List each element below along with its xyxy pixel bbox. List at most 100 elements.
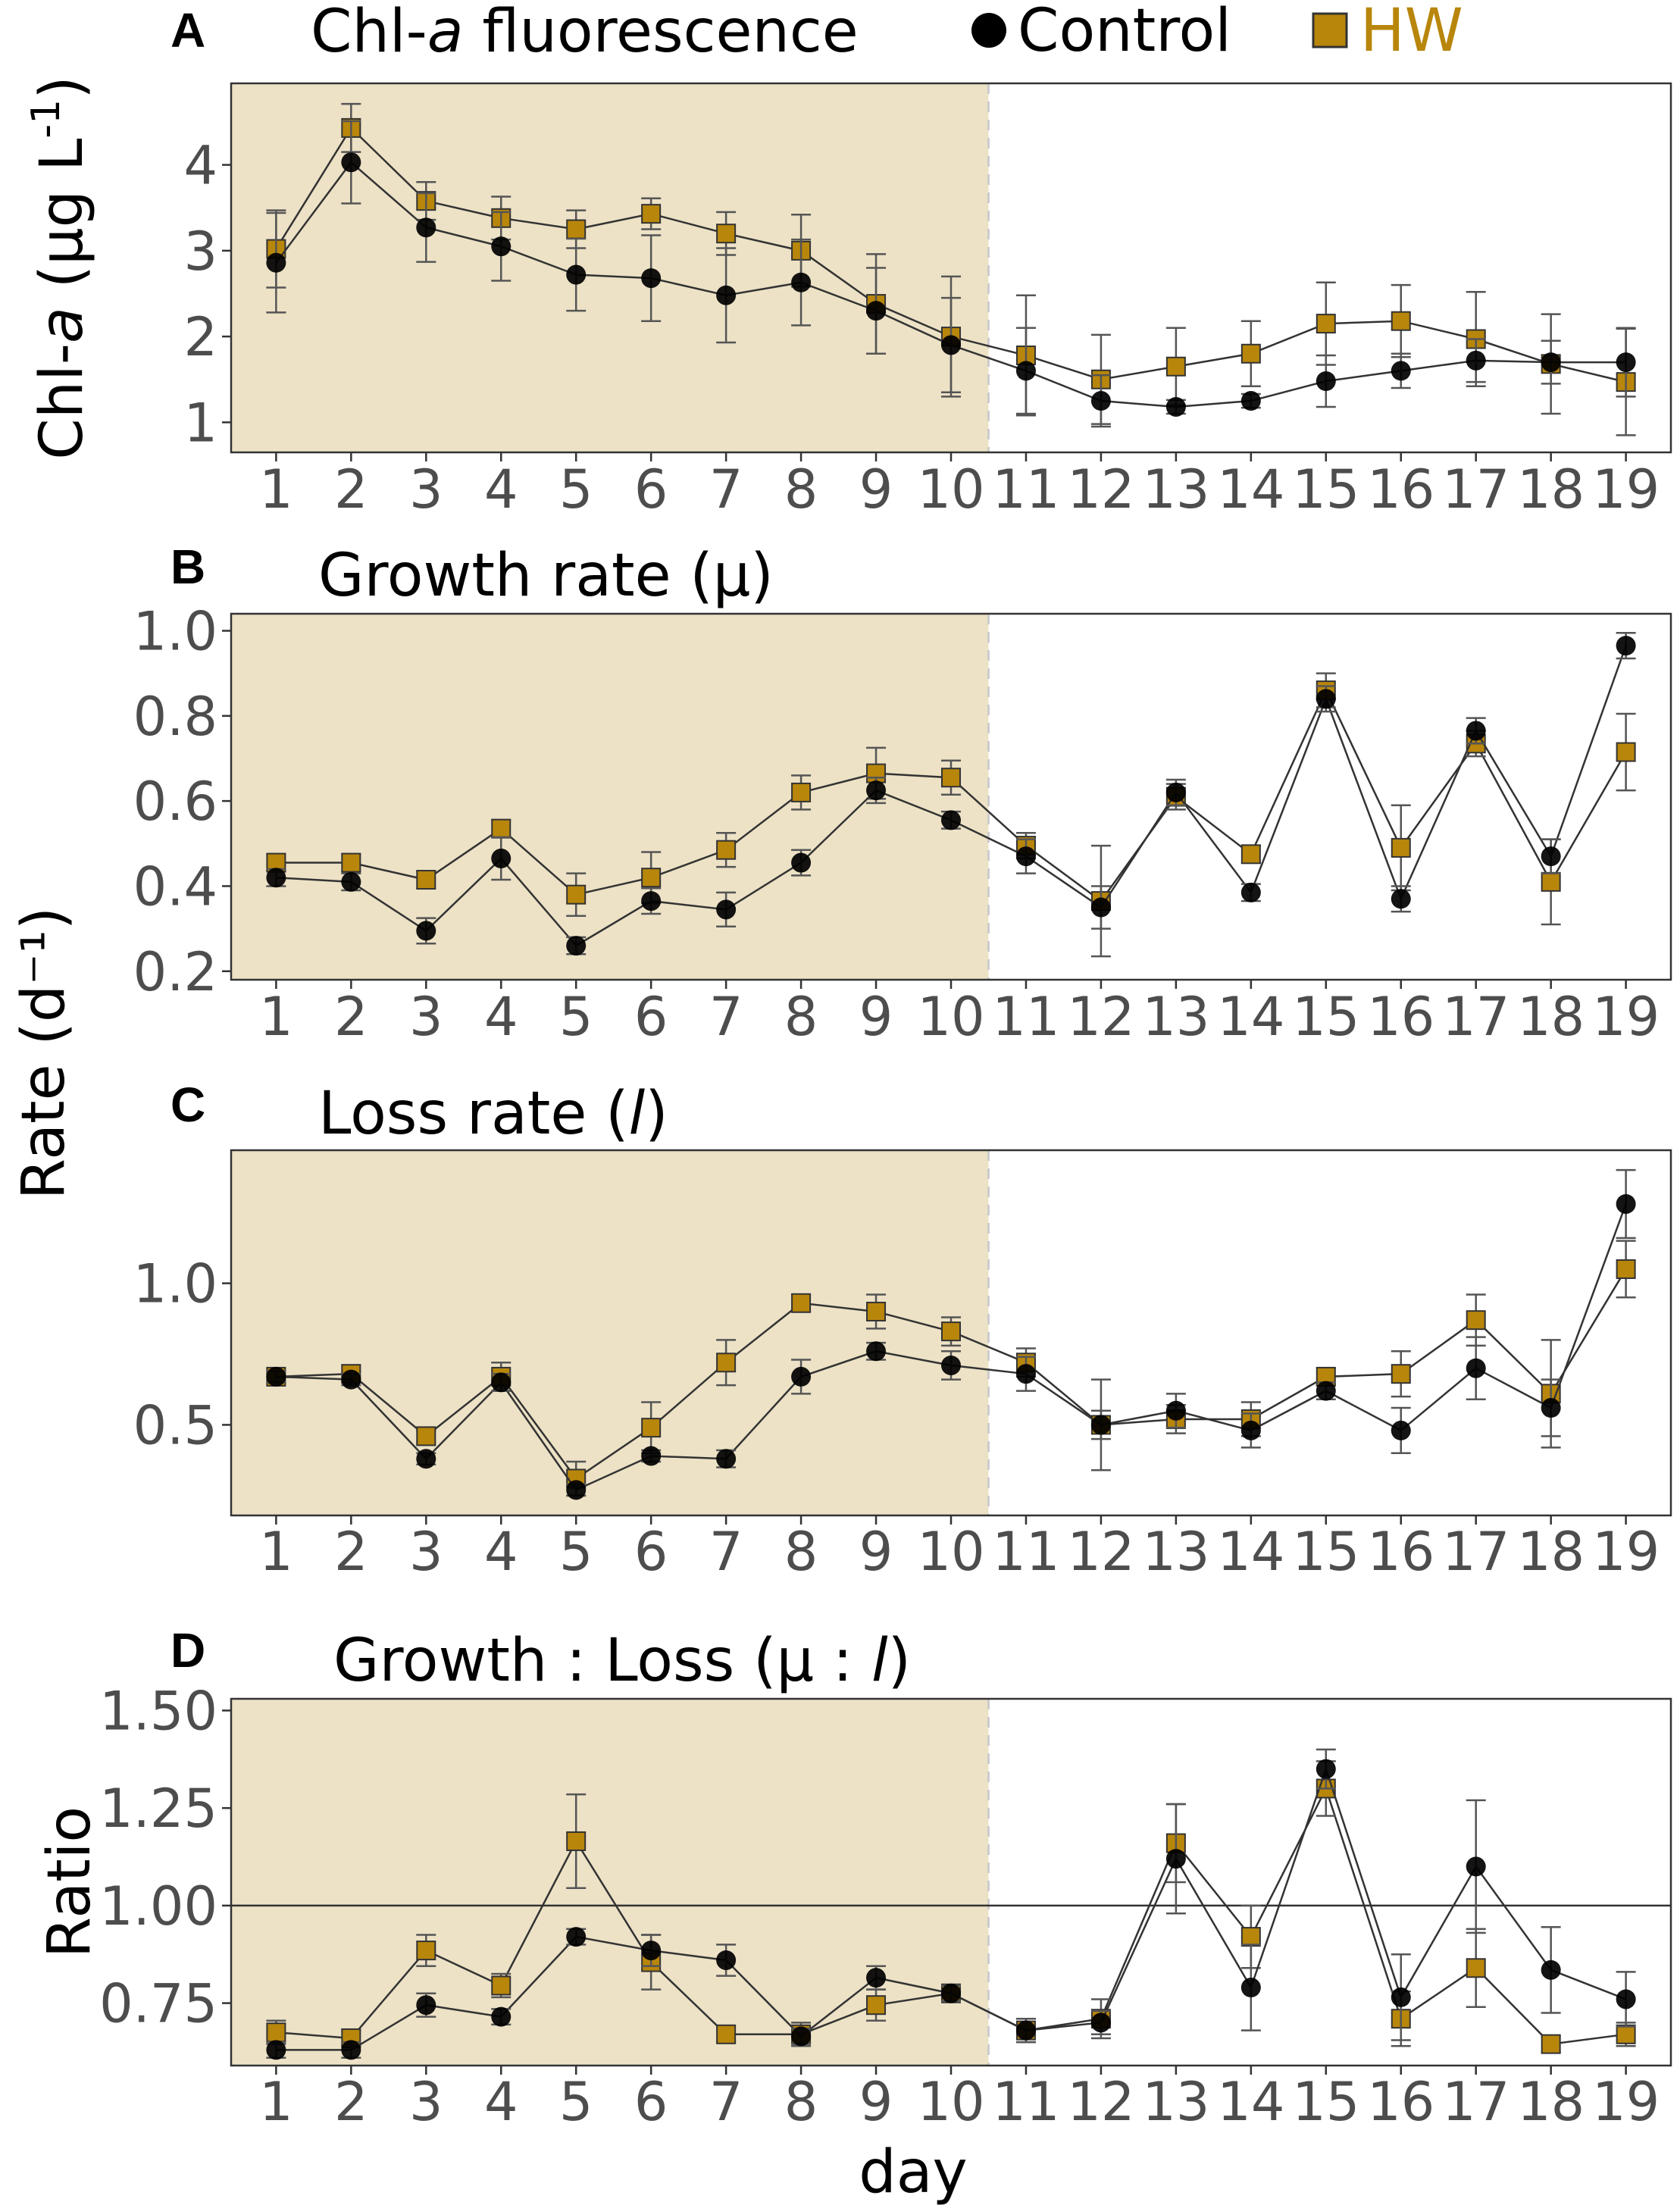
series-control [266,632,1636,956]
y-tick-label: 0.4 [133,855,217,918]
x-tick-label: 10 [917,1521,984,1583]
point-control [266,252,286,273]
point-control [1466,1358,1486,1378]
point-hw [716,840,737,860]
point-hw [416,1941,436,1961]
x-tick-label: 4 [484,986,518,1048]
legend-control-label: Control [1018,0,1231,65]
x-tick-label: 15 [1292,1521,1359,1583]
point-hw [1391,837,1411,858]
x-tick-label: 15 [1292,458,1359,521]
point-control [1165,396,1186,417]
point-control [566,1927,587,1947]
x-tick-label: 18 [1517,2071,1585,2133]
point-hw [716,224,737,244]
point-hw [1466,1958,1486,1978]
point-hw [1240,844,1261,865]
point-control [641,1941,662,1961]
series-control [266,1748,1636,2060]
x-tick-label: 9 [859,1521,893,1583]
x-tick-label: 9 [859,986,893,1048]
point-hw [716,2024,737,2044]
y-tick-label: 1.50 [99,1680,217,1742]
x-tick-label: 10 [917,2071,984,2133]
point-hw [1616,1259,1636,1279]
x-tick-label: 9 [859,458,893,521]
x-tick-label: 2 [334,2071,368,2133]
x-tick-label: 1 [259,2071,293,2133]
panel-title: Growth : Loss (µ : l) [333,1627,911,1695]
point-control [1541,352,1561,373]
x-tick-label: 18 [1517,1521,1585,1583]
x-tick-label: 1 [259,986,293,1048]
point-hw [1541,871,1561,892]
x-tick-label: 8 [784,1521,818,1583]
x-tick-label: 16 [1367,1521,1434,1583]
panel-d: 0.751.001.251.501 2 3 4 5 6 7 8 9 10 11 12 13 14 15 16 1… [36,1623,1672,2133]
point-control [791,272,812,292]
x-tick-label: 16 [1367,2071,1434,2133]
y-tick-label: 0.75 [99,1973,217,2035]
y-tick-label: 0.8 [133,686,217,748]
panel-letter: B [171,539,205,594]
point-hw [1316,314,1336,334]
x-tick-label: 6 [634,458,668,521]
point-control [1391,1987,1411,2007]
x-tick-label: 1 [259,1521,293,1583]
x-tick-label: 13 [1142,2071,1209,2133]
point-control [1391,361,1411,381]
x-tick-label: 8 [784,986,818,1048]
point-control [1015,2020,1036,2041]
point-control [866,1968,887,1988]
x-tick-label: 18 [1517,458,1585,521]
x-tick-label: 11 [992,2071,1059,2133]
point-control [1090,1415,1111,1435]
x-tick-label: 6 [634,1521,668,1583]
point-hw [941,1321,961,1342]
point-control [341,152,361,173]
point-control [1240,1420,1261,1440]
point-control [1616,1989,1636,2009]
point-hw [1391,1364,1411,1384]
point-control [1616,1193,1636,1214]
x-tick-label: 4 [484,1521,518,1583]
x-tick-label: 3 [409,986,443,1048]
point-control [1391,889,1411,909]
x-tick-label: 7 [709,986,743,1048]
x-tick-label: 10 [917,458,984,521]
point-control [491,848,512,868]
y-tick-label: 2 [183,306,217,368]
point-control [716,285,737,305]
legend-control-marker [971,13,1006,48]
x-tick-label: 5 [559,458,593,521]
x-tick-label: 14 [1217,986,1284,1048]
point-control [416,217,436,238]
series-control [266,120,1636,428]
panel-title: Loss rate (l) [318,1080,668,1148]
point-control [1240,882,1261,902]
point-control [1090,897,1111,918]
point-hw [491,818,512,839]
x-tick-label: 5 [559,2071,593,2133]
point-hw [566,884,587,905]
point-control [641,1446,662,1466]
x-tick-label: 17 [1442,2071,1509,2133]
point-control [1616,636,1636,656]
x-tick-label: 8 [784,458,818,521]
point-hw [266,2022,286,2043]
point-control [716,1950,737,1970]
point-hw [941,768,961,788]
panel-letter: C [171,1077,205,1132]
point-hw [866,1301,887,1321]
point-hw [866,1995,887,2016]
x-tick-label: 2 [334,986,368,1048]
point-hw [1541,2034,1561,2054]
x-tick-label: 5 [559,1521,593,1583]
x-tick-label: 19 [1592,2071,1660,2133]
panel-title: Chl-a fluorescence [311,0,859,66]
y-tick-label: 4 [183,135,217,197]
point-control [866,1341,887,1362]
x-tick-label: 11 [992,986,1059,1048]
